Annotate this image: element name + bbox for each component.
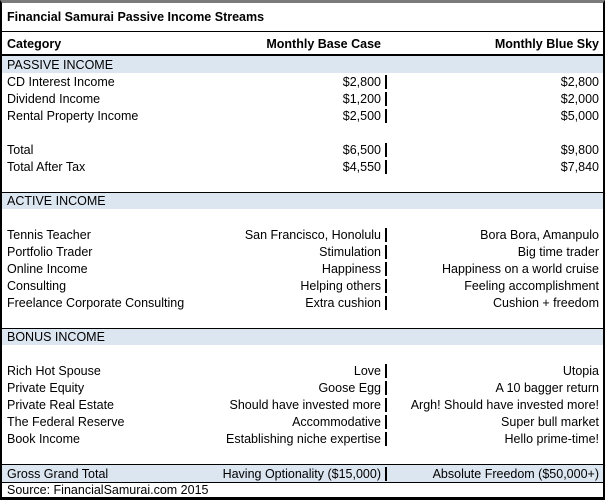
base-case-cell: Stimulation bbox=[319, 244, 381, 259]
column-header-row: Category Monthly Base Case Monthly Blue … bbox=[2, 32, 603, 56]
table-body: PASSIVE INCOME CD Interest Income $2,800 $2… bbox=[2, 56, 603, 483]
data-row: Rental Property Income $2,500 $5,000 bbox=[2, 107, 603, 124]
data-row: Total $6,500 $9,800 bbox=[2, 141, 603, 158]
data-row: Book Income Establishing niche expertise H… bbox=[2, 430, 603, 447]
data-row: The Federal Reserve Accommodative Super bu… bbox=[2, 413, 603, 430]
base-case-cell: Happiness bbox=[321, 261, 381, 276]
section-band-label: BONUS INCOME bbox=[7, 330, 105, 344]
base-case-cell: Helping others bbox=[300, 278, 381, 293]
blank-row bbox=[2, 345, 603, 362]
category-cell: Freelance Corporate Consulting bbox=[7, 295, 185, 310]
blue-sky-cell: $7,840 bbox=[385, 159, 603, 174]
blue-sky-cell: Feeling accomplishment bbox=[385, 278, 603, 293]
section-band-row: ACTIVE INCOME bbox=[2, 192, 603, 209]
blue-sky-cell: Cushion + freedom bbox=[385, 295, 603, 310]
section-band-row: BONUS INCOME bbox=[2, 328, 603, 345]
column-header-blue-sky: Monthly Blue Sky bbox=[494, 37, 599, 51]
table-title-row: Financial Samurai Passive Income Streams bbox=[2, 3, 603, 32]
data-row: CD Interest Income $2,800 $2,800 bbox=[2, 73, 603, 90]
data-row: Online Income Happiness Happiness on a wor… bbox=[2, 260, 603, 277]
category-cell: Portfolio Trader bbox=[7, 244, 93, 259]
category-cell: Book Income bbox=[7, 431, 80, 446]
data-row: Private Equity Goose Egg A 10 bagger retur… bbox=[2, 379, 603, 396]
base-case-cell: Establishing niche expertise bbox=[226, 431, 381, 446]
section-band-label: ACTIVE INCOME bbox=[7, 194, 106, 208]
blue-sky-cell: Hello prime-time! bbox=[385, 431, 603, 446]
category-cell: Tennis Teacher bbox=[7, 227, 91, 242]
base-case-cell: $2,800 bbox=[342, 74, 381, 89]
category-cell: Total bbox=[7, 142, 34, 157]
category-cell: Total After Tax bbox=[7, 159, 86, 174]
data-row: Dividend Income $1,200 $2,000 bbox=[2, 90, 603, 107]
category-cell: Private Equity bbox=[7, 380, 85, 395]
data-row: Consulting Helping others Feeling accompli… bbox=[2, 277, 603, 294]
base-case-cell: $2,500 bbox=[342, 108, 381, 123]
data-row: Tennis Teacher San Francisco, Honolulu Bor… bbox=[2, 226, 603, 243]
source-text: Source: FinancialSamurai.com 2015 bbox=[7, 483, 209, 497]
blue-sky-cell: Bora Bora, Amanpulo bbox=[385, 227, 603, 242]
base-case-cell: Having Optionality ($15,000) bbox=[222, 466, 381, 481]
category-cell: Rental Property Income bbox=[7, 108, 139, 123]
source-row: Source: FinancialSamurai.com 2015 bbox=[2, 483, 603, 497]
category-cell: Consulting bbox=[7, 278, 67, 293]
blue-sky-cell: Super bull market bbox=[385, 414, 603, 429]
data-row: Portfolio Trader Stimulation Big time trad… bbox=[2, 243, 603, 260]
data-row: Rich Hot Spouse Love Utopia bbox=[2, 362, 603, 379]
category-cell: CD Interest Income bbox=[7, 74, 115, 89]
base-case-cell: Should have invested more bbox=[229, 397, 381, 412]
blank-row bbox=[2, 447, 603, 464]
blue-sky-cell: $2,800 bbox=[385, 74, 603, 89]
blue-sky-cell: Utopia bbox=[385, 363, 603, 378]
grand-total-row: Gross Grand Total Having Optionality ($15… bbox=[2, 464, 603, 483]
blue-sky-cell: Argh! Should have invested more! bbox=[385, 397, 603, 412]
category-cell: Dividend Income bbox=[7, 91, 101, 106]
blue-sky-cell: Absolute Freedom ($50,000+) bbox=[385, 466, 603, 481]
base-case-cell: $4,550 bbox=[342, 159, 381, 174]
blue-sky-cell: A 10 bagger return bbox=[385, 380, 603, 395]
blue-sky-cell: Happiness on a world cruise bbox=[385, 261, 603, 276]
data-row: Freelance Corporate Consulting Extra cush… bbox=[2, 294, 603, 311]
base-case-cell: Love bbox=[353, 363, 381, 378]
blank-row bbox=[2, 124, 603, 141]
column-header-category: Category bbox=[7, 37, 62, 51]
category-cell: The Federal Reserve bbox=[7, 414, 125, 429]
blue-sky-cell: $2,000 bbox=[385, 91, 603, 106]
base-case-cell: Extra cushion bbox=[305, 295, 381, 310]
category-cell: Private Real Estate bbox=[7, 397, 114, 412]
blue-sky-cell: Big time trader bbox=[385, 244, 603, 259]
blank-row bbox=[2, 311, 603, 328]
data-row: Private Real Estate Should have invested … bbox=[2, 396, 603, 413]
column-header-base-case: Monthly Base Case bbox=[266, 37, 381, 51]
page-title: Financial Samurai Passive Income Streams bbox=[7, 10, 265, 24]
base-case-cell: Goose Egg bbox=[318, 380, 381, 395]
blank-row bbox=[2, 175, 603, 192]
base-case-cell: San Francisco, Honolulu bbox=[244, 227, 381, 242]
base-case-cell: $1,200 bbox=[342, 91, 381, 106]
category-cell: Gross Grand Total bbox=[7, 466, 109, 481]
section-band-row: PASSIVE INCOME bbox=[2, 56, 603, 73]
base-case-cell: Accommodative bbox=[292, 414, 381, 429]
blue-sky-cell: $9,800 bbox=[385, 142, 603, 157]
blank-row bbox=[2, 209, 603, 226]
data-row: Total After Tax $4,550 $7,840 bbox=[2, 158, 603, 175]
category-cell: Online Income bbox=[7, 261, 88, 276]
base-case-cell: $6,500 bbox=[342, 142, 381, 157]
section-band-label: PASSIVE INCOME bbox=[7, 57, 114, 72]
category-cell: Rich Hot Spouse bbox=[7, 363, 101, 378]
blue-sky-cell: $5,000 bbox=[385, 108, 603, 123]
